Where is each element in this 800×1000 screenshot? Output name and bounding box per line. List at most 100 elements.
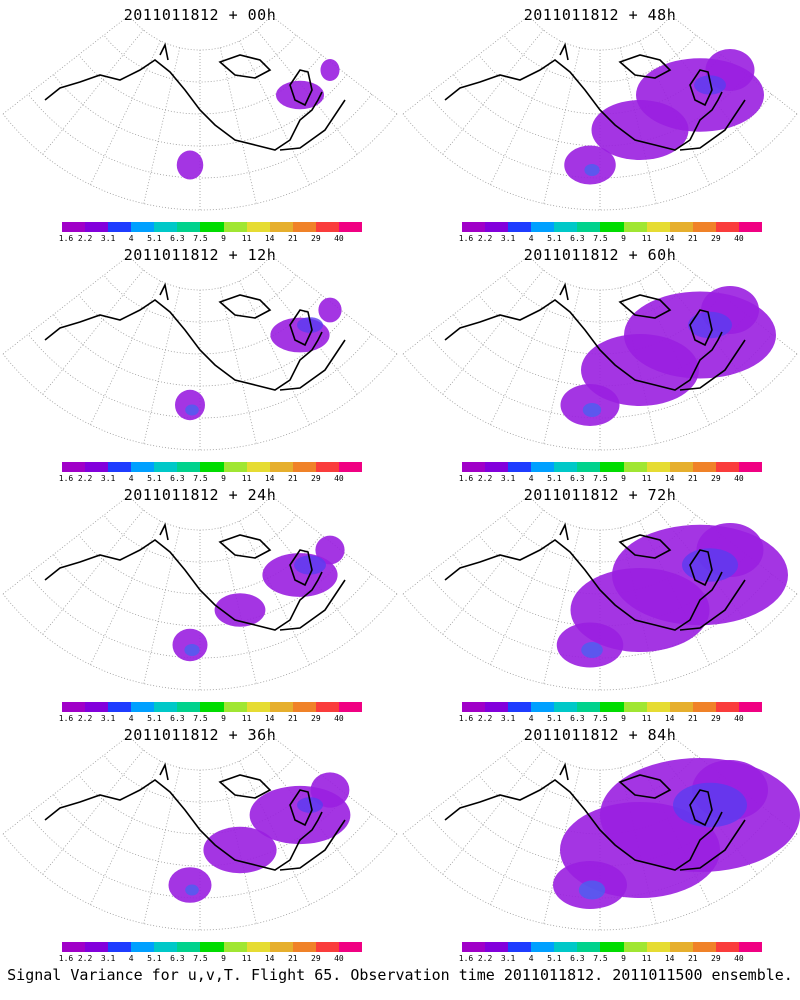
colorbar-swatch [62, 462, 86, 472]
variance-field [175, 297, 342, 421]
meridian-line [402, 735, 530, 835]
colorbar [462, 222, 763, 232]
variance-core [185, 884, 199, 896]
colorbar-swatch [269, 222, 293, 232]
latitude-line [53, 74, 347, 147]
colorbar-swatch [623, 222, 647, 232]
colorbar-tick-label: 11 [241, 954, 252, 963]
colorbar-swatch [269, 942, 293, 952]
polar-map [402, 15, 798, 211]
colorbar-tick-label: 7.5 [193, 954, 208, 963]
colorbar-swatch [154, 942, 178, 952]
colorbar-tick-label: 14 [264, 474, 275, 483]
colorbar-tick-label: 14 [264, 234, 275, 243]
latitude-line [528, 735, 672, 771]
colorbar-tick-label: 29 [711, 714, 721, 723]
colorbar-swatch [315, 462, 339, 472]
map-panel: 2011011812 + 60h 1.6 2.2 3.1 4 5.1 6.3 7.5 9 11 14… [400, 240, 800, 483]
colorbar-swatch [223, 222, 247, 232]
colorbar-tick-label: 14 [664, 474, 675, 483]
colorbar-tick-label: 5.1 [147, 234, 162, 243]
variance-core [582, 403, 602, 417]
colorbar-swatch [131, 222, 155, 232]
panel-title: 2011011812 + 36h [123, 726, 277, 744]
colorbar-swatch [292, 462, 316, 472]
colorbar-swatch [715, 942, 739, 952]
colorbar-tick-label: 11 [241, 474, 252, 483]
colorbar-tick-label: 2.2 [77, 474, 93, 483]
meridian-line [442, 749, 544, 875]
colorbar-tick-label: 5.1 [147, 954, 162, 963]
colorbar-tick-label: 5.1 [547, 474, 562, 483]
colorbar-tick-label: 9 [621, 234, 626, 243]
colorbar-swatch [62, 702, 86, 712]
colorbar-swatch [554, 702, 578, 712]
latitude-line [528, 255, 672, 291]
colorbar-tick-label: 3.1 [500, 474, 516, 483]
polar-map [2, 495, 398, 691]
colorbar-tick-label: 5.1 [547, 234, 562, 243]
map-panel: 2011011812 + 24h 1.6 2.2 3.1 4 5.1 6.3 7.5 9 11 14… [0, 480, 400, 723]
colorbar-swatch [531, 462, 555, 472]
colorbar-swatch [292, 222, 316, 232]
colorbar-swatch [554, 942, 578, 952]
colorbar [62, 462, 363, 472]
latitude-line [528, 495, 672, 531]
coastline [44, 42, 346, 151]
colorbar-swatch [485, 462, 509, 472]
colorbar-swatch [692, 462, 716, 472]
colorbar-tick-label: 4 [528, 714, 534, 723]
meridian-line [2, 735, 130, 835]
colorbar-tick-label: 29 [311, 234, 321, 243]
meridian-line [239, 280, 310, 425]
colorbar-swatch [292, 942, 316, 952]
panel-title: 2011011812 + 12h [123, 246, 277, 264]
colorbar-swatch [246, 222, 270, 232]
colorbar-tick-label: 40 [734, 234, 744, 243]
colorbar-tick-label: 7.5 [593, 954, 608, 963]
colorbar-tick-label: 5.1 [547, 954, 562, 963]
colorbar-swatch [131, 702, 155, 712]
map-panel: 2011011812 + 00h 1.6 2.2 3.1 4 5.1 6.3 7.5 9 11 14… [0, 0, 400, 243]
colorbar-tick-label: 4 [528, 234, 534, 243]
colorbar-labels: 1.6 2.2 3.1 4 5.1 6.3 7.5 9 11 14 21 29 40 [58, 954, 362, 964]
colorbar-tick-label: 11 [641, 954, 652, 963]
colorbar-tick-label: 29 [311, 474, 321, 483]
colorbar-tick-label: 29 [711, 474, 721, 483]
variance-core [184, 644, 200, 656]
meridian-line [402, 255, 530, 355]
variance-region [570, 568, 710, 652]
colorbar-swatch [738, 942, 763, 952]
colorbar-tick-label: 40 [734, 714, 744, 723]
panel-title: 2011011812 + 00h [123, 6, 277, 24]
colorbar-swatch [315, 222, 339, 232]
colorbar-swatch [315, 702, 339, 712]
colorbar [62, 942, 363, 952]
colorbar-swatch [554, 222, 578, 232]
colorbar-swatch [108, 702, 132, 712]
colorbar-tick-label: 7.5 [193, 234, 208, 243]
colorbar-tick-label: 6.3 [570, 474, 585, 483]
colorbar-tick-label: 21 [687, 954, 698, 963]
colorbar-tick-label: 1.6 [58, 714, 74, 723]
colorbar-swatch [600, 702, 624, 712]
colorbar-tick-label: 1.6 [458, 234, 474, 243]
colorbar-tick-label: 9 [621, 474, 626, 483]
colorbar-swatch [223, 702, 247, 712]
colorbar-tick-label: 29 [311, 954, 321, 963]
variance-core [297, 317, 323, 333]
colorbar-tick-label: 4 [128, 954, 134, 963]
colorbar-swatch [508, 462, 532, 472]
colorbar-tick-label: 1.6 [458, 954, 474, 963]
meridian-line [42, 269, 144, 395]
variance-region [276, 80, 324, 110]
colorbar-swatch [646, 462, 670, 472]
colorbar-tick-label: 1.6 [58, 954, 74, 963]
colorbar-tick-label: 3.1 [100, 234, 116, 243]
colorbar-tick-label: 21 [687, 474, 698, 483]
colorbar-swatch [600, 462, 624, 472]
colorbar-tick-label: 1.6 [458, 714, 474, 723]
colorbar-swatch [177, 942, 201, 952]
colorbar-swatch [508, 942, 532, 952]
variance-region [318, 297, 342, 323]
